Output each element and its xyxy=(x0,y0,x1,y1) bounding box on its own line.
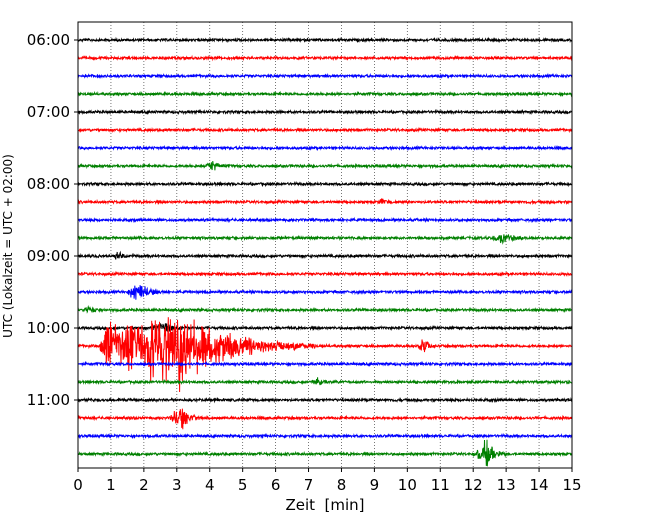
seismic-trace xyxy=(77,54,573,62)
y-axis-label: UTC (Lokalzeit = UTC + 02:00) xyxy=(1,154,15,338)
x-tick-label: 0 xyxy=(73,476,83,494)
seismic-trace xyxy=(77,439,573,467)
x-tick-label: 8 xyxy=(337,476,347,494)
x-tick-label: 1 xyxy=(106,476,116,494)
y-axis: 06:00 07:00 08:00 09:00 10:00 11:00 xyxy=(27,31,78,409)
seismic-trace xyxy=(77,285,573,300)
seismic-trace xyxy=(77,432,573,440)
x-tick-label: 13 xyxy=(497,476,516,494)
x-tick-label: 3 xyxy=(172,476,182,494)
plot-frame xyxy=(77,21,573,469)
x-tick-label: 6 xyxy=(271,476,281,494)
seismic-trace xyxy=(77,360,573,368)
seismic-trace xyxy=(77,317,573,393)
seismic-trace xyxy=(77,234,573,245)
seismic-trace xyxy=(77,304,573,314)
seismic-trace xyxy=(77,72,573,80)
seismic-trace xyxy=(77,322,573,333)
seismic-trace xyxy=(77,250,573,260)
x-axis: 0 1 2 3 4 5 6 7 8 9 10 11 12 13 14 15 xyxy=(73,468,582,494)
x-tick-label: 2 xyxy=(139,476,149,494)
seismic-trace xyxy=(77,270,573,278)
seismic-trace xyxy=(77,36,573,44)
seismic-trace xyxy=(77,197,573,206)
seismic-trace xyxy=(77,180,573,188)
seismic-trace xyxy=(77,90,573,98)
x-tick-label: 9 xyxy=(370,476,380,494)
x-axis-label: Zeit [min] xyxy=(285,496,364,514)
x-tick-label: 14 xyxy=(530,476,549,494)
x-tick-label: 5 xyxy=(238,476,248,494)
seismic-trace xyxy=(77,377,573,386)
y-tick-label: 06:00 xyxy=(27,31,70,49)
x-tick-label: 12 xyxy=(464,476,483,494)
seismic-trace xyxy=(77,144,573,152)
grid xyxy=(110,22,540,468)
x-tick-label: 11 xyxy=(431,476,450,494)
seismic-trace xyxy=(77,108,573,116)
seismic-trace xyxy=(77,160,573,171)
seismic-trace xyxy=(77,216,573,224)
y-tick-label: 07:00 xyxy=(27,103,70,121)
y-tick-label: 09:00 xyxy=(27,247,70,265)
seismic-trace xyxy=(77,408,573,430)
seismic-trace xyxy=(77,396,573,404)
y-tick-label: 08:00 xyxy=(27,175,70,193)
x-tick-label: 10 xyxy=(398,476,417,494)
seismic-trace xyxy=(77,126,573,134)
y-tick-label: 10:00 xyxy=(27,319,70,337)
x-tick-label: 7 xyxy=(304,476,314,494)
traces xyxy=(77,36,573,467)
y-tick-label: 11:00 xyxy=(27,391,70,409)
x-tick-label: 15 xyxy=(562,476,581,494)
x-tick-label: 4 xyxy=(205,476,215,494)
